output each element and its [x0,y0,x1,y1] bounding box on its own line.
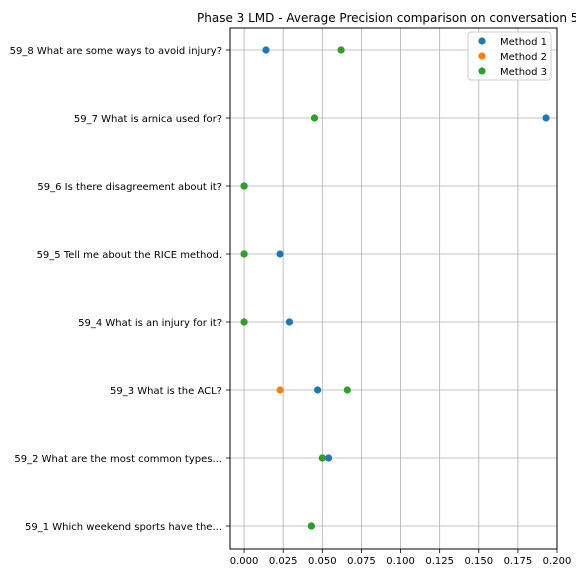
legend-marker [478,67,486,75]
data-point-method-3 [310,114,319,122]
data-point-method-3 [240,250,248,258]
data-point-method-1 [314,386,322,394]
data-point-method-1 [276,250,284,258]
legend-label: Method 1 [500,37,547,48]
x-tick-label: 0.000 [230,556,259,567]
data-point-method-3 [240,318,248,326]
legend-box [467,31,552,81]
data-point-method-3 [343,386,351,394]
x-tick-label: 0.125 [425,556,454,567]
y-tick-label: 59_5 Tell me about the RICE method. [37,250,222,261]
y-tick-label: 59_1 Which weekend sports have the... [25,522,222,533]
y-tick-label: 59_7 What is arnica used for? [74,114,222,125]
axes-frame [229,27,558,550]
y-tick-label: 59_2 What are the most common types... [14,454,222,465]
x-tick-label: 0.025 [269,556,298,567]
legend-label: Method 3 [500,67,547,78]
data-points [240,46,550,530]
data-point-method-1 [324,454,333,462]
legend-marker [478,37,486,45]
legend-label: Method 2 [500,52,547,63]
x-tick-label: 0.175 [504,556,533,567]
grid-lines [230,28,558,549]
data-point-method-3 [337,46,345,54]
x-tick-label: 0.150 [464,556,493,567]
y-tick-label: 59_3 What is the ACL? [110,386,222,397]
x-tick-label: 0.050 [308,556,337,567]
y-tick-label: 59_4 What is an injury for it? [78,318,222,329]
data-point-method-3 [240,182,248,190]
x-tick-label: 0.075 [347,556,376,567]
data-point-method-2 [276,386,284,394]
data-point-method-3 [307,522,315,530]
data-point-method-1 [542,114,550,122]
x-tick-label: 0.200 [543,556,572,567]
legend-marker [478,52,486,60]
y-tick-label: 59_6 Is there disagreement about it? [37,182,222,193]
axis-ticks: 0.000 0.025 0.050 0.075 0.100 0.125 0.150 0.175… [10,46,572,567]
data-point-method-1 [285,318,294,326]
chart-title: Phase 3 LMD - Average Precision comparis… [197,11,576,25]
data-point-method-1 [262,46,270,54]
legend: Method 1 Method 2 Method 3 [467,31,552,81]
x-tick-label: 0.100 [386,556,415,567]
y-tick-label: 59_8 What are some ways to avoid injury? [10,46,222,57]
data-point-method-3 [318,454,326,462]
